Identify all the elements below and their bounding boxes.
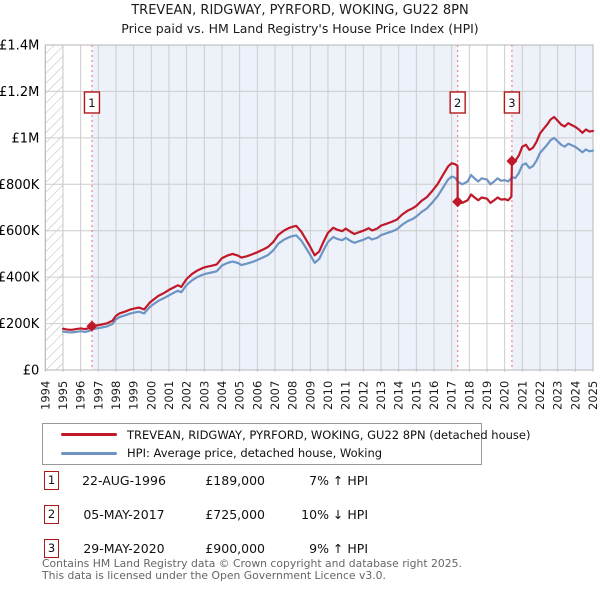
sale-2-date: 05-MAY-2017: [83, 506, 165, 522]
sale-3-hpi-delta: 9% ↑ HPI: [309, 540, 368, 556]
svg-text:2007: 2007: [268, 381, 282, 410]
svg-text:2020: 2020: [498, 381, 512, 410]
transaction-row-2: 2 05-MAY-2017 £725,000 10% ↓ HPI: [44, 503, 368, 525]
svg-text:2006: 2006: [250, 381, 264, 410]
svg-text:2023: 2023: [551, 381, 565, 410]
svg-text:1998: 1998: [109, 381, 123, 410]
svg-text:2002: 2002: [180, 381, 194, 410]
legend-item-hpi: HPI: Average price, detached house, Woki…: [43, 445, 481, 461]
svg-text:1999: 1999: [127, 381, 141, 410]
footer-line-2: This data is licensed under the Open Gov…: [42, 568, 386, 582]
svg-text:2014: 2014: [392, 381, 406, 410]
svg-text:2008: 2008: [286, 381, 300, 410]
sale-3-marker: [506, 155, 518, 167]
footer-line-1: Contains HM Land Registry data © Crown c…: [42, 557, 462, 570]
svg-text:2011: 2011: [339, 381, 353, 410]
transaction-row-3: 3 29-MAY-2020 £900,000 9% ↑ HPI: [44, 537, 368, 559]
svg-text:2001: 2001: [162, 381, 176, 410]
chart-legend: TREVEAN, RIDGWAY, PYRFORD, WOKING, GU22 …: [42, 423, 530, 465]
svg-text:2004: 2004: [215, 381, 229, 410]
sale-1-price: £189,000: [205, 472, 265, 488]
svg-text:2021: 2021: [515, 381, 529, 410]
svg-text:£1M: £1M: [12, 131, 40, 146]
sale-2-price: £725,000: [205, 506, 265, 522]
legend-label-hpi: HPI: Average price, detached house, Woki…: [127, 446, 383, 461]
svg-text:2005: 2005: [233, 381, 247, 410]
license-footer: Contains HM Land Registry data © Crown c…: [42, 558, 462, 581]
sale-3-date: 29-MAY-2020: [83, 540, 165, 556]
sale-1-hpi-delta: 7% ↑ HPI: [309, 472, 368, 488]
svg-text:£600K: £600K: [0, 224, 40, 239]
svg-text:2012: 2012: [356, 381, 370, 410]
transaction-row-1: 1 22-AUG-1996 £189,000 7% ↑ HPI: [44, 469, 368, 491]
sale-3-price: £900,000: [205, 540, 265, 556]
svg-text:2000: 2000: [144, 381, 158, 410]
svg-text:2010: 2010: [321, 381, 335, 410]
price-history-chart: 1 2 3 £0 £200K £400K £600K £800K £1M £1.2M £1.4M 19…: [0, 39, 600, 411]
legend-line-price-paid-icon: [61, 433, 117, 437]
svg-text:£1.2M: £1.2M: [0, 85, 39, 100]
svg-text:1997: 1997: [91, 381, 105, 410]
svg-text:£1.4M: £1.4M: [0, 39, 39, 54]
svg-text:2: 2: [454, 96, 461, 110]
svg-text:2022: 2022: [533, 381, 547, 410]
svg-text:2018: 2018: [462, 381, 476, 410]
svg-text:2017: 2017: [445, 381, 459, 410]
svg-text:£400K: £400K: [0, 271, 40, 286]
svg-text:2019: 2019: [480, 381, 494, 410]
sale-2-hpi-delta: 10% ↓ HPI: [301, 506, 368, 522]
legend-label-price-paid: TREVEAN, RIDGWAY, PYRFORD, WOKING, GU22 …: [127, 427, 531, 442]
sale-3-marker-box: 3: [44, 538, 59, 558]
svg-text:2015: 2015: [409, 381, 423, 410]
svg-text:£200K: £200K: [0, 317, 40, 332]
sale-1-marker-box: 1: [44, 470, 59, 490]
chart-subtitle: Price paid vs. HM Land Registry's House …: [121, 21, 479, 36]
sale-1-marker: [86, 320, 98, 332]
sale-2-marker: [452, 196, 464, 208]
svg-text:£800K: £800K: [0, 178, 40, 193]
svg-text:2025: 2025: [586, 381, 600, 410]
svg-text:2009: 2009: [303, 381, 317, 410]
svg-text:1994: 1994: [38, 381, 52, 410]
svg-text:3: 3: [508, 96, 515, 110]
legend-item-price-paid: TREVEAN, RIDGWAY, PYRFORD, WOKING, GU22 …: [43, 427, 530, 443]
legend-line-hpi-icon: [61, 451, 117, 455]
svg-text:£0: £0: [23, 364, 40, 379]
svg-text:1995: 1995: [56, 381, 70, 410]
sale-2-marker-box: 2: [44, 504, 59, 524]
svg-text:1996: 1996: [74, 381, 88, 410]
svg-text:2013: 2013: [374, 381, 388, 410]
svg-text:2024: 2024: [568, 381, 582, 410]
sale-1-date: 22-AUG-1996: [82, 472, 166, 488]
svg-text:2016: 2016: [427, 381, 441, 410]
svg-text:2003: 2003: [197, 381, 211, 410]
chart-title: TREVEAN, RIDGWAY, PYRFORD, WOKING, GU22 …: [131, 3, 469, 18]
svg-text:1: 1: [88, 96, 95, 110]
